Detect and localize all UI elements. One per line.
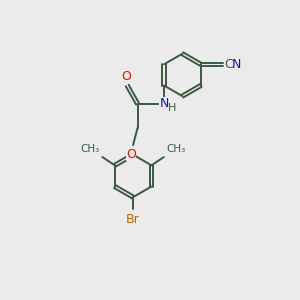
Text: CH₃: CH₃ [81, 144, 100, 154]
Text: CH₃: CH₃ [166, 144, 185, 154]
Text: N: N [159, 97, 169, 110]
Text: N: N [232, 58, 241, 71]
Text: O: O [121, 70, 131, 83]
Text: O: O [126, 148, 136, 161]
Text: H: H [168, 103, 176, 113]
Text: Br: Br [126, 213, 140, 226]
Text: C: C [224, 58, 233, 71]
